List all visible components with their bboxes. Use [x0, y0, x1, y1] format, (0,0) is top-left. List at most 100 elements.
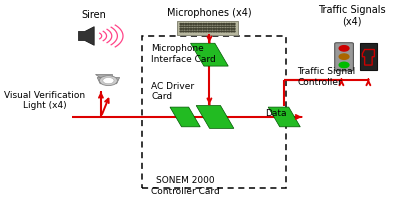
Circle shape — [339, 62, 349, 68]
Circle shape — [99, 76, 117, 86]
Circle shape — [218, 26, 220, 27]
Circle shape — [221, 23, 222, 24]
Circle shape — [193, 26, 194, 27]
Circle shape — [213, 28, 215, 29]
FancyBboxPatch shape — [360, 43, 377, 70]
Circle shape — [339, 54, 349, 59]
Polygon shape — [170, 107, 200, 127]
Circle shape — [215, 23, 217, 24]
Circle shape — [180, 23, 182, 24]
Text: Traffic Signals
(x4): Traffic Signals (x4) — [318, 5, 385, 27]
Polygon shape — [196, 106, 234, 128]
Circle shape — [218, 28, 220, 29]
Text: Traffic Signal
Controller: Traffic Signal Controller — [297, 67, 356, 87]
Polygon shape — [79, 27, 94, 45]
Circle shape — [228, 23, 230, 24]
FancyBboxPatch shape — [178, 21, 238, 34]
Circle shape — [223, 26, 225, 27]
Circle shape — [215, 31, 217, 32]
Circle shape — [213, 26, 215, 27]
Circle shape — [226, 26, 227, 27]
Circle shape — [226, 31, 227, 32]
Circle shape — [183, 28, 184, 29]
Polygon shape — [191, 43, 228, 66]
Circle shape — [198, 23, 200, 24]
Circle shape — [226, 28, 227, 29]
Circle shape — [193, 23, 194, 24]
Circle shape — [190, 31, 192, 32]
FancyBboxPatch shape — [335, 43, 354, 71]
Circle shape — [103, 78, 114, 84]
Circle shape — [205, 28, 207, 29]
Text: SONEM 2000
Controller Card: SONEM 2000 Controller Card — [151, 176, 219, 196]
Circle shape — [208, 31, 209, 32]
Circle shape — [218, 31, 220, 32]
Circle shape — [185, 23, 187, 24]
Circle shape — [211, 26, 212, 27]
Circle shape — [188, 23, 189, 24]
Circle shape — [198, 26, 200, 27]
Circle shape — [208, 28, 209, 29]
Circle shape — [195, 28, 197, 29]
Circle shape — [233, 23, 235, 24]
Circle shape — [205, 26, 207, 27]
Circle shape — [208, 23, 209, 24]
Circle shape — [223, 28, 225, 29]
Circle shape — [195, 26, 197, 27]
Circle shape — [193, 31, 194, 32]
Circle shape — [198, 31, 200, 32]
Circle shape — [193, 28, 194, 29]
Circle shape — [205, 31, 207, 32]
Circle shape — [213, 31, 215, 32]
Circle shape — [203, 26, 205, 27]
Bar — [142, 36, 286, 187]
Circle shape — [231, 26, 233, 27]
Circle shape — [180, 28, 182, 29]
Circle shape — [223, 23, 225, 24]
Circle shape — [215, 28, 217, 29]
Circle shape — [190, 23, 192, 24]
Circle shape — [211, 23, 212, 24]
Circle shape — [188, 31, 189, 32]
Circle shape — [203, 31, 205, 32]
Circle shape — [221, 28, 222, 29]
Circle shape — [211, 28, 212, 29]
Circle shape — [183, 31, 184, 32]
Circle shape — [213, 23, 215, 24]
Circle shape — [208, 26, 209, 27]
Text: Siren: Siren — [81, 10, 106, 20]
Circle shape — [188, 28, 189, 29]
Circle shape — [183, 26, 184, 27]
Text: Data: Data — [265, 109, 287, 118]
Polygon shape — [97, 78, 120, 84]
Circle shape — [180, 31, 182, 32]
Circle shape — [218, 23, 220, 24]
Circle shape — [223, 31, 225, 32]
Circle shape — [231, 28, 233, 29]
Circle shape — [200, 28, 202, 29]
Circle shape — [231, 31, 233, 32]
Circle shape — [221, 26, 222, 27]
Circle shape — [180, 26, 182, 27]
Circle shape — [200, 23, 202, 24]
Circle shape — [198, 28, 200, 29]
Circle shape — [190, 26, 192, 27]
Circle shape — [211, 31, 212, 32]
Circle shape — [231, 23, 233, 24]
Circle shape — [195, 31, 197, 32]
Circle shape — [203, 23, 205, 24]
Text: Microphones (x4): Microphones (x4) — [167, 8, 252, 18]
Circle shape — [195, 23, 197, 24]
Polygon shape — [95, 74, 112, 78]
Circle shape — [215, 26, 217, 27]
Circle shape — [233, 28, 235, 29]
Circle shape — [190, 28, 192, 29]
Circle shape — [200, 31, 202, 32]
Circle shape — [228, 31, 230, 32]
Circle shape — [233, 26, 235, 27]
Text: Microphone
Interface Card: Microphone Interface Card — [152, 44, 216, 64]
Circle shape — [188, 26, 189, 27]
Circle shape — [228, 26, 230, 27]
Circle shape — [221, 31, 222, 32]
Circle shape — [233, 31, 235, 32]
